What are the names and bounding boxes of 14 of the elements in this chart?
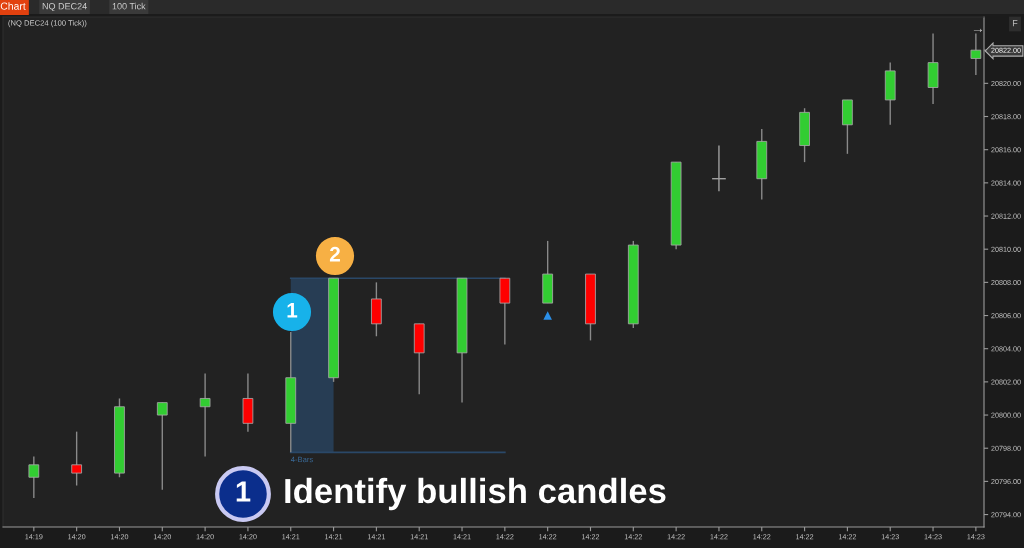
candlestick [970,32,982,76]
annotation: 2 [329,246,340,262]
annotation: 1 [236,481,251,502]
candlestick [28,455,40,499]
text: F [1012,20,1018,27]
text: Chart [0,2,26,10]
annotation: → [973,28,983,32]
annotation: Identify bullish candles [285,477,666,511]
text: NQ DEC24 [42,3,87,12]
annotation: 1 [287,303,298,318]
text: 100 Tick [112,2,146,10]
candlestick [199,372,211,458]
candlestick [71,430,82,487]
candlestick [156,401,168,491]
